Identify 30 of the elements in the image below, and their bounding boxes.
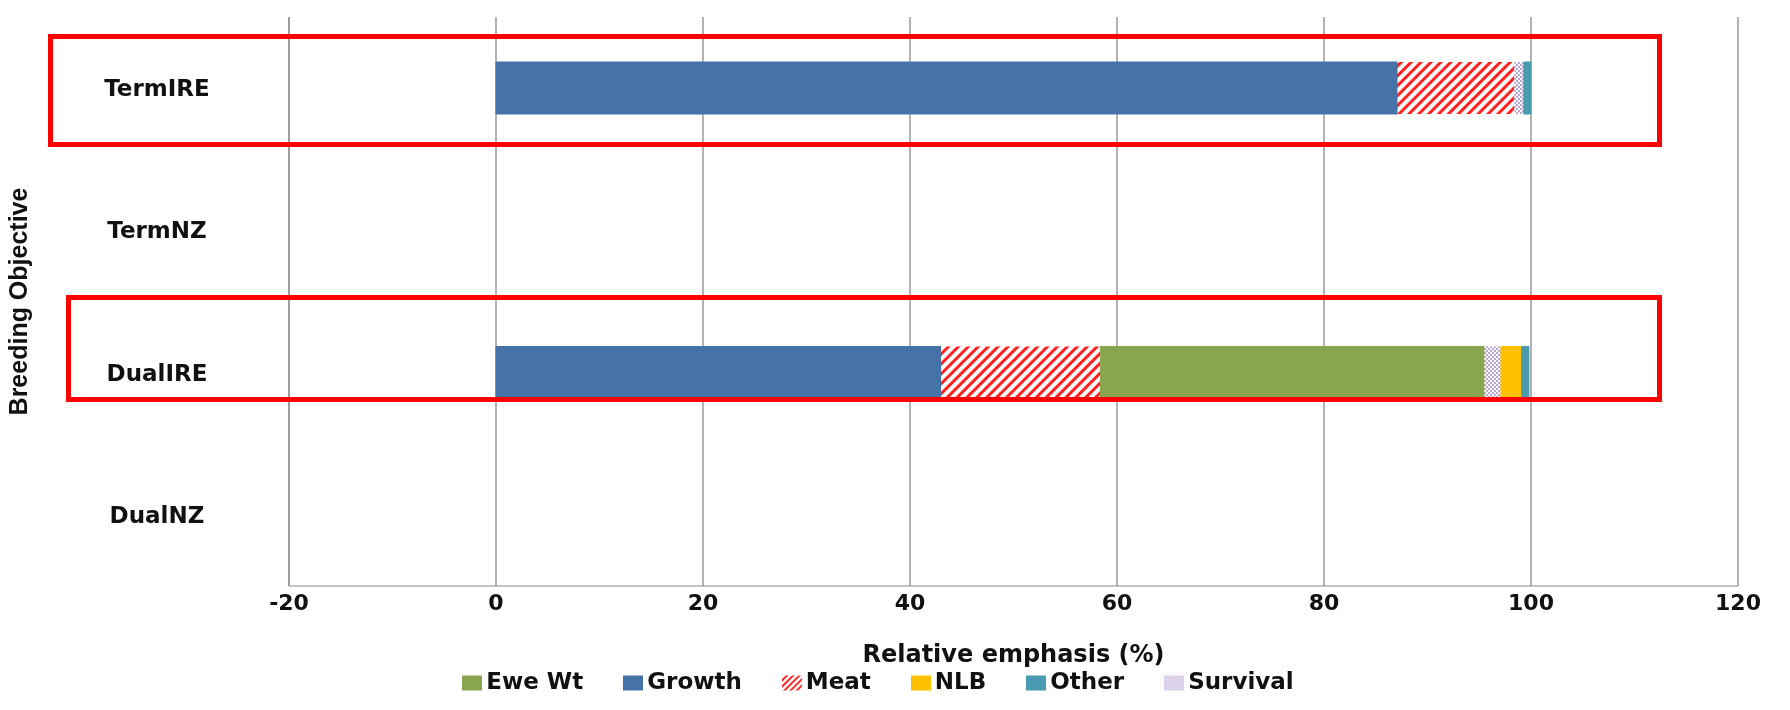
x-tick-label: 120 (1715, 589, 1761, 615)
bar (1523, 61, 1532, 115)
bar (941, 346, 1101, 399)
bar (1099, 346, 1485, 399)
x-tick-label: 60 (1101, 589, 1133, 615)
x-tick-label: 0 (488, 589, 504, 615)
y-tick-label: DualIRE (106, 359, 208, 386)
legend-label: Growth (647, 668, 742, 694)
x-axis-title: Relative emphasis (%) (862, 640, 1165, 668)
bar (1484, 346, 1501, 399)
bar (1397, 62, 1515, 114)
bar (495, 346, 942, 399)
legend-label: Survival (1188, 668, 1294, 694)
x-tick-label: -20 (269, 589, 309, 615)
bar (1500, 346, 1523, 399)
bar (1514, 62, 1524, 114)
x-tick-label: 80 (1308, 589, 1340, 615)
legend-label: Meat (805, 668, 871, 694)
bar (495, 61, 1398, 115)
y-axis-title: Breeding Objective (3, 187, 32, 416)
y-tick-label: TermIRE (104, 75, 210, 102)
y-tick-label: TermNZ (107, 217, 207, 244)
x-tick-label: 20 (687, 589, 719, 615)
bar (1521, 346, 1530, 399)
y-tick-label: DualNZ (109, 501, 205, 528)
x-tick-label: 40 (894, 589, 926, 615)
legend-label: Ewe Wt (486, 668, 584, 694)
x-tick-label: 100 (1508, 589, 1554, 615)
legend-label: Other (1050, 668, 1125, 694)
legend-label: NLB (934, 668, 987, 694)
